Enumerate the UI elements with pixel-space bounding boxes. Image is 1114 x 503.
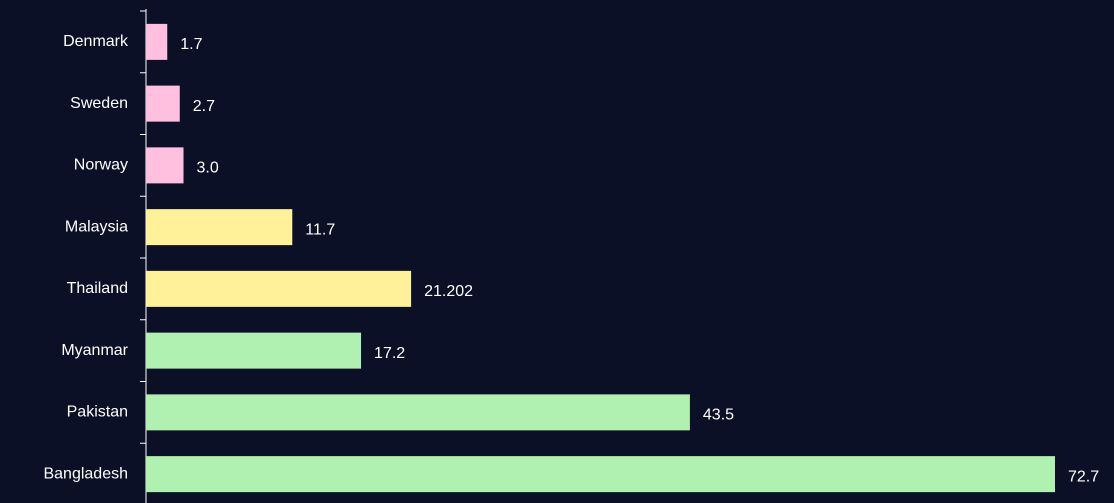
value-label: 2.7 — [193, 98, 215, 115]
bar — [146, 147, 184, 184]
bar — [146, 209, 293, 246]
value-label: 1.7 — [180, 36, 202, 53]
value-label: 72.7 — [1068, 468, 1099, 485]
bar — [146, 23, 168, 60]
y-tick-label: Pakistan — [67, 404, 128, 421]
bar — [146, 394, 690, 431]
y-tick-label: Malaysia — [65, 218, 128, 235]
y-tick-label: Thailand — [67, 280, 128, 297]
value-label: 3.0 — [197, 160, 219, 177]
y-tick-label: Bangladesh — [43, 465, 128, 482]
y-tick-label: Norway — [74, 157, 128, 174]
value-label: 11.7 — [305, 221, 335, 238]
y-tick-label: Sweden — [70, 95, 128, 112]
bar — [146, 456, 1055, 493]
bar — [146, 85, 180, 122]
value-label: 43.5 — [703, 407, 734, 424]
bar — [146, 332, 362, 369]
bar — [146, 270, 412, 307]
value-label: 21.202 — [424, 283, 473, 300]
value-label: 17.2 — [374, 345, 405, 362]
y-tick-label: Myanmar — [61, 342, 128, 359]
y-tick-label: Denmark — [63, 33, 129, 50]
